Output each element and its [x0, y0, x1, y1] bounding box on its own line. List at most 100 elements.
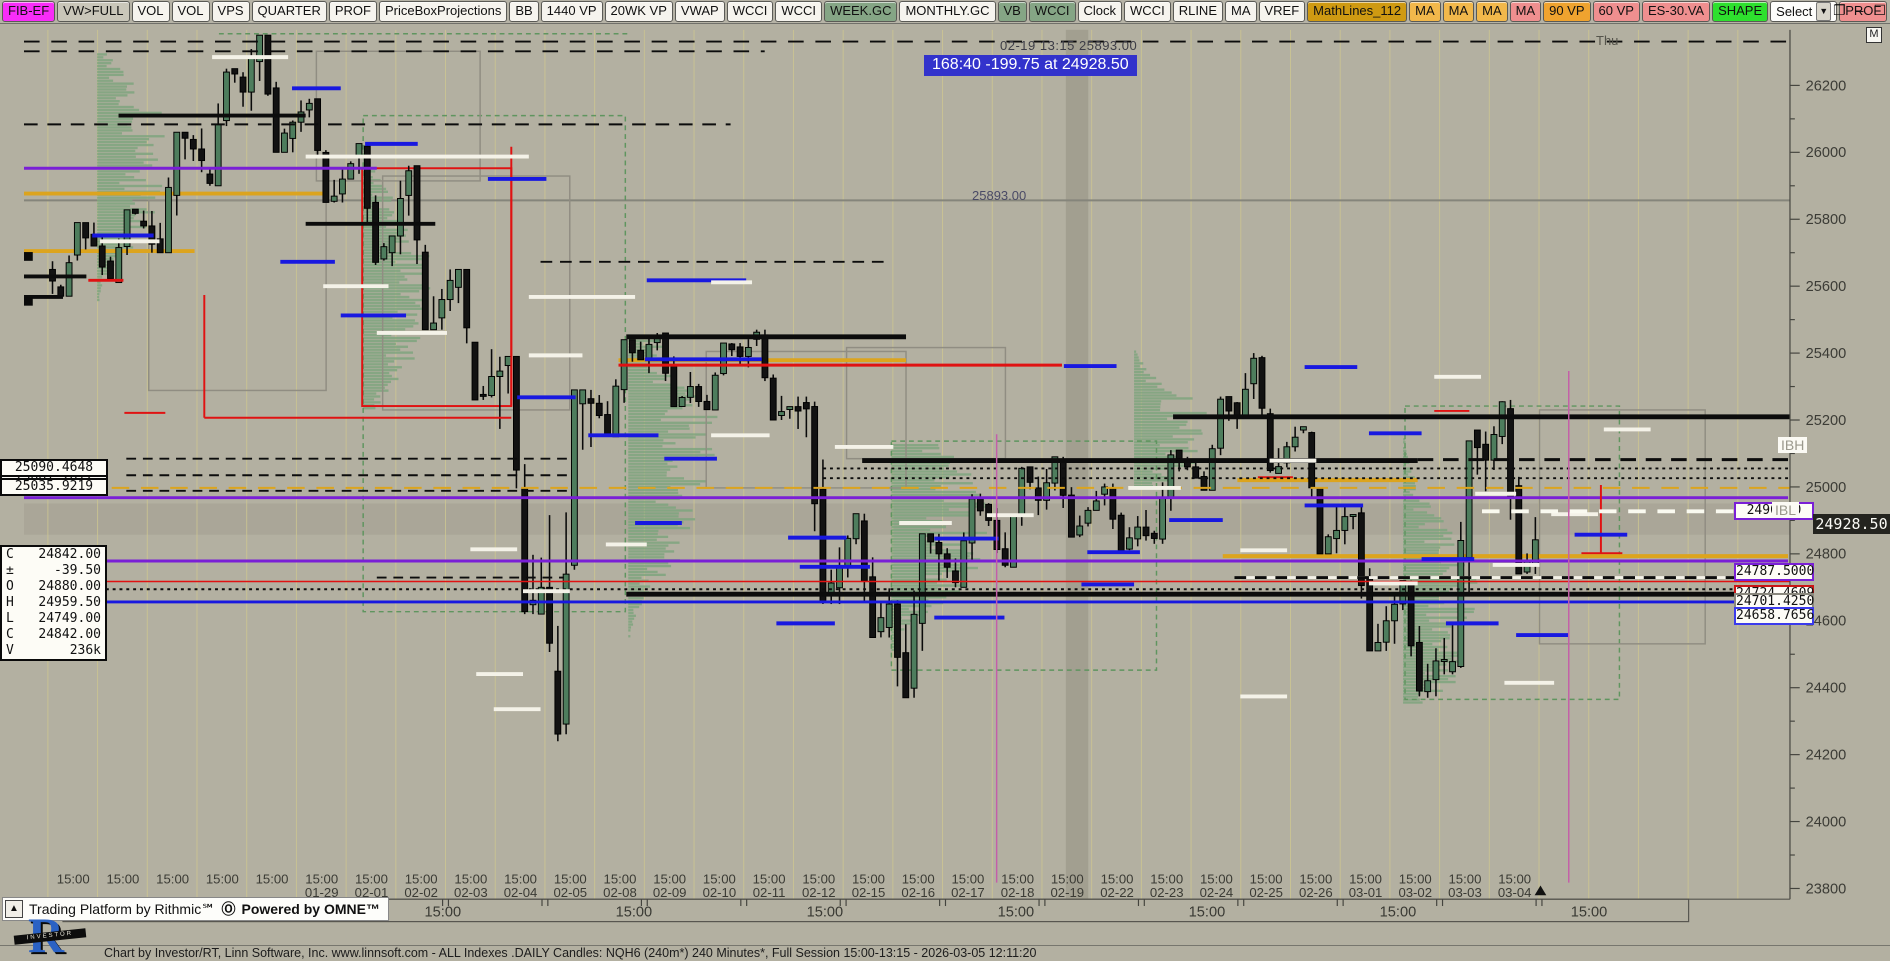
toolbar-button-60-vp[interactable]: 60 VP: [1592, 1, 1640, 22]
toolbar-button-1440-vp[interactable]: 1440 VP: [540, 1, 603, 22]
svg-text:24400: 24400: [1806, 681, 1847, 697]
ibl-label: IBL: [1772, 501, 1800, 518]
svg-text:15:00: 15:00: [753, 872, 786, 887]
svg-text:15:00: 15:00: [902, 872, 935, 887]
svg-text:02-15: 02-15: [852, 885, 886, 900]
omne-badge-text: Powered by OMNE™: [241, 901, 380, 917]
rithmic-badge-text: Trading Platform by Rithmic℠: [29, 900, 216, 917]
toolbar-button-vol[interactable]: VOL: [131, 1, 170, 22]
svg-text:02-24: 02-24: [1200, 885, 1234, 900]
chevron-down-icon: ▼: [1816, 2, 1832, 21]
toolbar-button-vb[interactable]: VB: [997, 1, 1027, 22]
svg-text:24600: 24600: [1806, 614, 1847, 630]
status-bar: Chart by Investor/RT, Linn Software, Inc…: [0, 945, 1890, 961]
arrow-box-icon[interactable]: ▲: [5, 900, 23, 918]
status-text: Chart by Investor/RT, Linn Software, Inc…: [104, 946, 1037, 960]
select-dropdown-label: Select: [1776, 4, 1813, 19]
svg-text:02-11: 02-11: [753, 885, 786, 900]
toolbar-button-vol[interactable]: VOL: [171, 1, 210, 22]
svg-text:25600: 25600: [1806, 279, 1847, 295]
svg-text:15:00: 15:00: [206, 872, 239, 887]
m-badge[interactable]: M: [1866, 27, 1882, 43]
restore-icon[interactable]: ❐: [1833, 2, 1846, 18]
svg-text:02-04: 02-04: [504, 885, 538, 900]
toolbar-button-vw-full[interactable]: VW>FULL: [57, 1, 130, 22]
svg-text:03-02: 03-02: [1398, 885, 1432, 900]
toolbar-button-quarter[interactable]: QUARTER: [251, 1, 327, 22]
toolbar-button-prof[interactable]: PROF: [328, 1, 377, 22]
maximize-icon[interactable]: ☐: [1873, 2, 1886, 18]
toolbar-button-90-vp[interactable]: 90 VP: [1543, 1, 1591, 22]
info-row-l: L 24749.00: [6, 611, 101, 626]
investor-rt-logo: R INVESTOR: [13, 907, 102, 961]
toolbar-button-prof[interactable]: PROF: [1839, 1, 1888, 22]
svg-text:02-26: 02-26: [1299, 885, 1333, 900]
right-price-tag: 24787.5000: [1734, 562, 1815, 581]
svg-text:03-04: 03-04: [1498, 885, 1532, 900]
svg-text:15:00: 15:00: [305, 872, 338, 887]
svg-text:15:00: 15:00: [106, 872, 139, 887]
toolbar-button-rline[interactable]: RLINE: [1172, 1, 1223, 22]
price-level-label: 25893.00: [972, 188, 1027, 203]
toolbar-button-es-30-va[interactable]: ES-30.VA: [1641, 1, 1711, 22]
svg-text:02-25: 02-25: [1249, 885, 1283, 900]
svg-text:25400: 25400: [1806, 346, 1847, 362]
svg-text:02-03: 02-03: [454, 885, 488, 900]
svg-text:24800: 24800: [1806, 547, 1847, 563]
svg-text:15:00: 15:00: [653, 872, 686, 887]
current-price-tag: 24928.50: [1813, 513, 1890, 534]
toolbar-button-shape[interactable]: SHAPE: [1712, 1, 1769, 22]
svg-text:02-23: 02-23: [1150, 885, 1184, 900]
svg-text:15:00: 15:00: [1380, 905, 1417, 921]
svg-text:15:00: 15:00: [1399, 872, 1432, 887]
select-dropdown[interactable]: Select ▼: [1770, 1, 1838, 22]
svg-text:15:00: 15:00: [703, 872, 736, 887]
svg-text:15:00: 15:00: [616, 905, 653, 921]
toolbar-button-priceboxprojections[interactable]: PriceBoxProjections: [379, 1, 508, 22]
toolbar-button-ma[interactable]: MA: [1409, 1, 1441, 22]
toolbar-button-ma[interactable]: MA: [1509, 1, 1542, 22]
svg-text:03-03: 03-03: [1448, 885, 1482, 900]
svg-text:15:00: 15:00: [405, 872, 438, 887]
svg-text:15:00: 15:00: [1001, 872, 1034, 887]
toolbar-button-ma[interactable]: MA: [1225, 1, 1257, 22]
svg-text:02-05: 02-05: [553, 885, 587, 900]
toolbar-button-week-gc[interactable]: WEEK.GC: [824, 1, 898, 22]
toolbar-button-ma[interactable]: MA: [1476, 1, 1508, 22]
svg-text:15:00: 15:00: [57, 872, 90, 887]
toolbar-button-wcci[interactable]: WCCI: [1124, 1, 1171, 22]
chart-canvas[interactable]: 23800 24000 24200 24400 24600 24800 25000 25200…: [0, 24, 1890, 945]
svg-text:24000: 24000: [1806, 814, 1847, 830]
toolbar-button-vps[interactable]: VPS: [211, 1, 250, 22]
toolbar-button-vref[interactable]: VREF: [1258, 1, 1306, 22]
svg-text:25000: 25000: [1806, 480, 1847, 496]
toolbar-button-clock[interactable]: Clock: [1077, 1, 1123, 22]
left-price-tag: 25090.4648: [0, 458, 108, 477]
minimize-icon[interactable]: –: [1855, 2, 1864, 18]
toolbar-button-monthly-gc[interactable]: MONTHLY.GC: [899, 1, 996, 22]
svg-text:15:00: 15:00: [802, 872, 835, 887]
svg-text:02-02: 02-02: [404, 885, 438, 900]
rithmic-platform-badge: ▲ Trading Platform by Rithmic℠ Ⓞ Powered…: [2, 897, 389, 921]
toolbar-button-wcci[interactable]: WCCI: [726, 1, 774, 22]
toolbar-button-20wk-vp[interactable]: 20WK VP: [604, 1, 673, 22]
svg-text:15:00: 15:00: [1150, 872, 1183, 887]
toolbar-button-ma[interactable]: MA: [1442, 1, 1475, 22]
svg-text:02-18: 02-18: [1001, 885, 1035, 900]
info-row-±: ± -39.50: [6, 563, 101, 578]
toolbar-button-bb[interactable]: BB: [509, 1, 539, 22]
svg-text:23800: 23800: [1806, 881, 1847, 897]
svg-text:02-17: 02-17: [951, 885, 985, 900]
toolbar-button-fib-ef[interactable]: FIB-EF: [2, 1, 56, 22]
svg-text:02-16: 02-16: [901, 885, 935, 900]
svg-text:15:00: 15:00: [604, 872, 637, 887]
toolbar-button-wcci[interactable]: WCCI: [775, 1, 823, 22]
svg-text:15:00: 15:00: [1051, 872, 1084, 887]
svg-text:15:00: 15:00: [1349, 872, 1382, 887]
toolbar-button-mathlines-112[interactable]: MathLines_112: [1307, 1, 1408, 22]
toolbar-button-wcci[interactable]: WCCI: [1028, 1, 1076, 22]
svg-text:15:00: 15:00: [256, 872, 289, 887]
toolbar-button-vwap[interactable]: VWAP: [674, 1, 725, 22]
svg-text:25200: 25200: [1806, 413, 1847, 429]
